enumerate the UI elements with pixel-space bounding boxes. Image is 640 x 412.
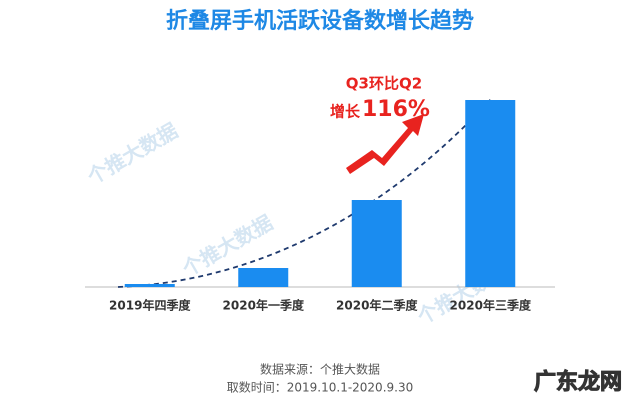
bar <box>465 100 516 287</box>
annotation-value: 116% <box>362 97 430 122</box>
watermark: 个推大数据 <box>82 118 181 189</box>
chart-title: 折叠屏手机活跃设备数增长趋势 <box>166 8 474 34</box>
period: 取数时间：2019.10.1-2020.9.30 <box>227 380 413 395</box>
x-tick-label: 2019年四季度 <box>109 298 191 313</box>
site-mark: 广东龙网 <box>534 369 622 395</box>
trend-curve <box>117 97 493 288</box>
bar <box>351 200 402 287</box>
annotation-prefix: 增长 <box>330 103 361 121</box>
x-tick-label: 2020年三季度 <box>450 298 532 313</box>
bar <box>238 268 289 287</box>
annotation-line1: Q3环比Q2 <box>346 75 422 93</box>
source: 数据来源：个推大数据 <box>260 362 380 377</box>
growth-arrow <box>346 114 424 174</box>
bar <box>124 284 175 287</box>
x-tick-label: 2020年一季度 <box>223 298 305 313</box>
x-tick-label: 2020年二季度 <box>336 298 418 313</box>
